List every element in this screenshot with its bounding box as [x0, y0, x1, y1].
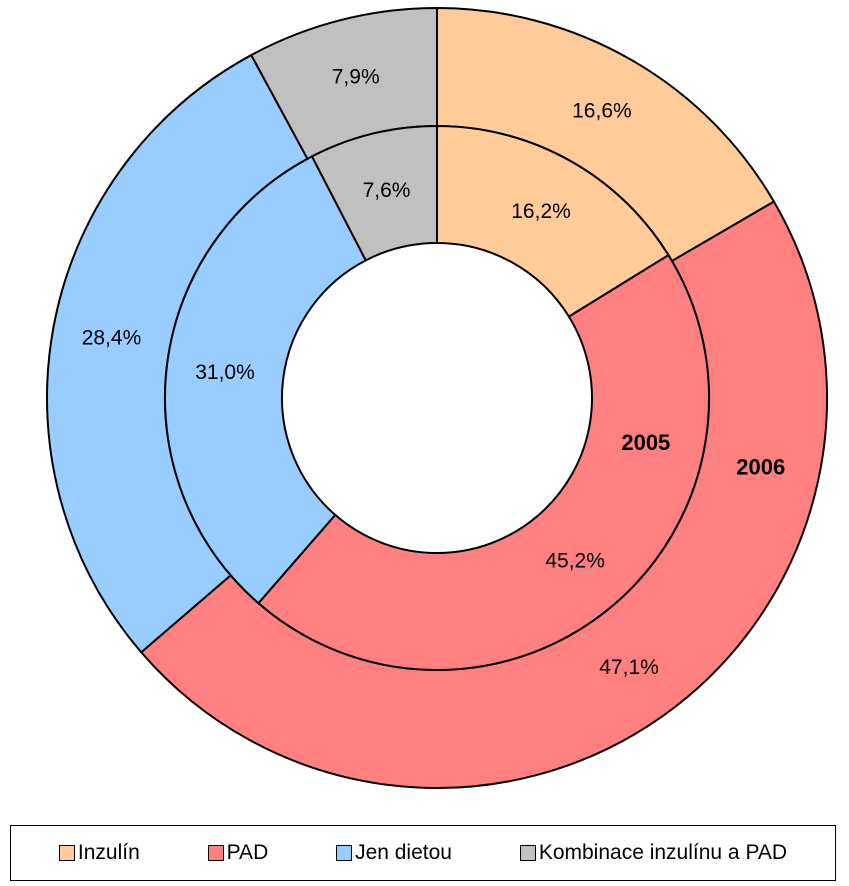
series-name-2006: 2006 — [736, 454, 785, 479]
doughnut-chart: 16,6% 47,1% 28,4% 7,9% 2006 16,2% 45,2% 31,0% 7,… — [46, 6, 828, 789]
legend-item-pad: PAD — [207, 841, 269, 865]
inner-ring-2005 — [164, 124, 710, 671]
inner-label-kombinace: 7,6% — [363, 179, 411, 202]
legend-item-jen-dietou: Jen dietou — [336, 841, 452, 865]
legend-swatch-inzulin — [58, 845, 75, 861]
outer-label-jen-dietou: 28,4% — [82, 327, 142, 350]
legend-swatch-pad — [207, 845, 224, 861]
series-name-2005: 2005 — [621, 430, 670, 455]
legend-label-kombinace: Kombinace inzulínu a PAD — [538, 841, 788, 864]
outer-label-kombinace: 7,9% — [332, 66, 380, 89]
outer-label-pad: 47,1% — [599, 656, 659, 679]
legend-item-inzulin: Inzulín — [58, 841, 140, 865]
legend-item-kombinace: Kombinace inzulínu a PAD — [519, 841, 788, 865]
outer-label-inzulin: 16,6% — [572, 99, 632, 122]
data-labels: 16,6% 47,1% 28,4% 7,9% 2006 16,2% 45,2% 31,0% 7,… — [82, 66, 786, 679]
legend-swatch-jen-dietou — [336, 845, 353, 861]
inner-slice-inzulin — [436, 124, 670, 318]
chart-legend: Inzulín PAD Jen dietou Kombinace inzulín… — [10, 825, 836, 881]
inner-slice-kombinace — [310, 124, 438, 262]
inner-label-jen-dietou: 31,0% — [195, 361, 255, 384]
legend-swatch-kombinace — [519, 845, 536, 861]
inner-slice-jen-dietou — [164, 155, 368, 605]
outer-ring-2006 — [46, 6, 828, 789]
legend-label-inzulin: Inzulín — [77, 841, 140, 864]
inner-label-pad: 45,2% — [545, 549, 605, 572]
inner-slice-pad — [256, 253, 710, 671]
inner-label-inzulin: 16,2% — [511, 200, 571, 223]
legend-label-jen-dietou: Jen dietou — [355, 841, 452, 864]
legend-label-pad: PAD — [226, 841, 269, 864]
